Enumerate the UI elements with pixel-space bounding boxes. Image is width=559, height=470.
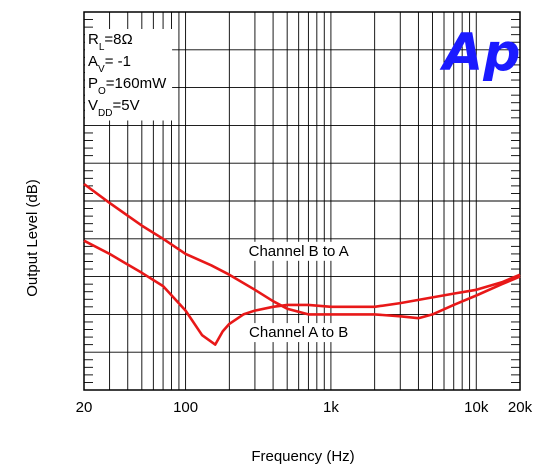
plot-frame	[83, 11, 521, 391]
conditions-background	[85, 29, 173, 121]
ap-logo: Ap	[439, 23, 520, 83]
series-label-group: Channel B to A	[244, 241, 353, 261]
x-tick-label: 100	[173, 399, 198, 416]
series-labels: Channel B to A Channel A to B	[244, 241, 353, 343]
y-axis-title: Output Level (dB)	[24, 179, 41, 297]
x-tick-label: 1k	[323, 399, 339, 416]
condition-po: PO=160mW	[88, 75, 167, 97]
conditions-box: RL=8Ω AV= -1 PO=160mW VDD=5V	[85, 29, 173, 121]
series-label-b-to-a: Channel B to A	[249, 243, 349, 260]
series-label-a-to-b: Channel A to B	[249, 324, 348, 341]
x-tick-label: 10k	[464, 399, 489, 416]
series-label-background	[245, 323, 353, 343]
series-line-b-to-a	[83, 182, 521, 320]
series-line-a-to-b	[83, 239, 521, 346]
series-label-background	[244, 241, 353, 261]
condition-rl: RL=8Ω	[88, 31, 133, 53]
data-series	[83, 182, 521, 346]
series-label-group: Channel A to B	[245, 323, 353, 343]
condition-vdd: VDD=5V	[88, 97, 140, 119]
x-axis-title: Frequency (Hz)	[251, 448, 354, 465]
x-tick-labels: 20 100 1k 10k 20k	[76, 399, 533, 416]
x-tick-label: 20	[76, 399, 93, 416]
x-tick-label: 20k	[508, 399, 533, 416]
condition-av: AV= -1	[88, 53, 131, 75]
